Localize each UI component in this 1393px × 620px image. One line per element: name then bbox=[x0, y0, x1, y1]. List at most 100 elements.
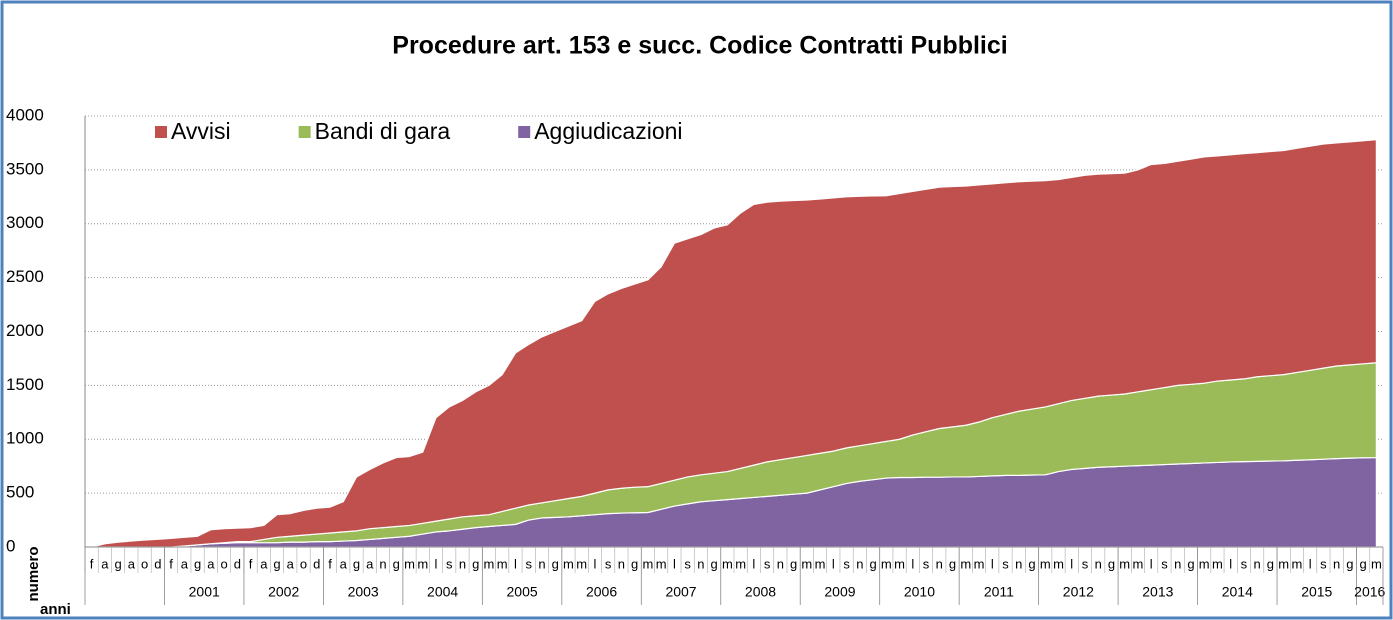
year-label: 2007 bbox=[665, 584, 696, 600]
x-tick-label: a bbox=[101, 556, 109, 571]
x-tick-label: m bbox=[1119, 556, 1130, 571]
year-label: 2006 bbox=[586, 584, 617, 600]
x-tick-label: n bbox=[856, 556, 863, 571]
x-tick-label: s bbox=[1082, 556, 1089, 571]
x-tick-label: n bbox=[459, 556, 466, 571]
x-tick-label: g bbox=[949, 556, 956, 571]
x-tick-label: g bbox=[194, 556, 201, 571]
y-axis-label: numero bbox=[25, 546, 42, 601]
x-tick-label: m bbox=[1040, 556, 1051, 571]
y-tick-label: 3500 bbox=[6, 159, 44, 178]
x-tick-label: s bbox=[525, 556, 532, 571]
year-label: 2011 bbox=[984, 584, 1014, 600]
x-tick-label: m bbox=[1053, 556, 1064, 571]
y-tick-label: 2500 bbox=[6, 267, 44, 286]
year-label: 2008 bbox=[745, 584, 776, 600]
x-tick-label: l bbox=[593, 556, 596, 571]
area bbox=[91, 139, 1377, 548]
x-tick-label: n bbox=[1095, 556, 1102, 571]
legend-swatch bbox=[518, 126, 531, 138]
x-tick-label: l bbox=[1309, 556, 1312, 571]
x-tick-label: s bbox=[1241, 556, 1248, 571]
x-tick-label: l bbox=[752, 556, 755, 571]
x-tick-label: m bbox=[722, 556, 733, 571]
x-tick-label: s bbox=[1320, 556, 1327, 571]
x-tick-label: s bbox=[1002, 556, 1009, 571]
x-tick-label: n bbox=[1015, 556, 1022, 571]
x-tick-label: l bbox=[1070, 556, 1073, 571]
x-tick-label: m bbox=[1278, 556, 1289, 571]
x-tick-label: s bbox=[923, 556, 930, 571]
x-tick-label: m bbox=[642, 556, 653, 571]
y-tick-label: 1500 bbox=[6, 375, 44, 394]
x-tick-label: f bbox=[249, 556, 253, 571]
year-label: 2015 bbox=[1301, 584, 1332, 600]
x-tick-label: s bbox=[1161, 556, 1168, 571]
x-tick-label: n bbox=[1174, 556, 1181, 571]
x-tick-label: m bbox=[497, 556, 508, 571]
legend-label: Avvisi bbox=[171, 118, 231, 144]
x-tick-label: l bbox=[991, 556, 994, 571]
year-label: 2012 bbox=[1063, 584, 1094, 600]
x-tick-label: g bbox=[393, 556, 400, 571]
x-tick-label: g bbox=[1360, 556, 1367, 571]
x-tick-label: m bbox=[894, 556, 905, 571]
x-tick-label: g bbox=[353, 556, 360, 571]
x-tick-label: g bbox=[631, 556, 638, 571]
x-tick-label: m bbox=[417, 556, 428, 571]
x-tick-label: n bbox=[538, 556, 545, 571]
y-tick-label: 1000 bbox=[6, 429, 44, 448]
x-axis-label: anni bbox=[40, 601, 71, 618]
x-tick-label: g bbox=[1108, 556, 1115, 571]
x-tick-label: n bbox=[618, 556, 625, 571]
x-tick-label: f bbox=[90, 556, 94, 571]
x-tick-label: m bbox=[576, 556, 587, 571]
x-tick-label: n bbox=[777, 556, 784, 571]
year-label: 2003 bbox=[348, 584, 379, 600]
x-tick-label: s bbox=[605, 556, 612, 571]
x-tick-label: g bbox=[1028, 556, 1035, 571]
y-tick-label: 4000 bbox=[6, 105, 44, 124]
x-tick-label: n bbox=[379, 556, 386, 571]
x-tick-label: m bbox=[960, 556, 971, 571]
legend-swatch bbox=[298, 126, 311, 138]
y-tick-label: 0 bbox=[6, 536, 15, 555]
x-tick-label: o bbox=[141, 556, 148, 571]
x-tick-label: g bbox=[1346, 556, 1353, 571]
x-tick-label: m bbox=[1212, 556, 1223, 571]
x-tick-label: m bbox=[881, 556, 892, 571]
x-tick-label: g bbox=[790, 556, 797, 571]
x-tick-label: l bbox=[1150, 556, 1153, 571]
x-tick-label: a bbox=[287, 556, 295, 571]
x-tick-label: l bbox=[832, 556, 835, 571]
x-tick-label: a bbox=[340, 556, 348, 571]
year-label: 2005 bbox=[507, 584, 538, 600]
x-tick-label: a bbox=[181, 556, 189, 571]
x-tick-label: a bbox=[260, 556, 268, 571]
x-tick-label: g bbox=[472, 556, 479, 571]
x-tick-label: m bbox=[1133, 556, 1144, 571]
x-tick-label: g bbox=[114, 556, 121, 571]
year-label: 2014 bbox=[1222, 584, 1253, 600]
x-tick-label: f bbox=[169, 556, 173, 571]
x-tick-label: s bbox=[764, 556, 771, 571]
x-tick-label: n bbox=[936, 556, 943, 571]
x-tick-label: g bbox=[869, 556, 876, 571]
chart-title: Procedure art. 153 e succ. Codice Contra… bbox=[392, 32, 1007, 60]
x-tick-label: l bbox=[1229, 556, 1232, 571]
x-tick-label: m bbox=[735, 556, 746, 571]
x-tick-label: a bbox=[128, 556, 136, 571]
x-tick-label: g bbox=[273, 556, 280, 571]
year-label: 2016 bbox=[1354, 584, 1385, 600]
x-tick-label: n bbox=[1333, 556, 1340, 571]
x-tick-label: a bbox=[366, 556, 374, 571]
x-tick-label: m bbox=[974, 556, 985, 571]
year-label: 2010 bbox=[904, 584, 935, 600]
year-label: 2009 bbox=[824, 584, 855, 600]
x-tick-label: d bbox=[313, 556, 320, 571]
x-tick-label: n bbox=[697, 556, 704, 571]
x-tick-label: m bbox=[801, 556, 812, 571]
legend-label: Aggiudicazioni bbox=[534, 118, 682, 144]
x-tick-label: l bbox=[435, 556, 438, 571]
